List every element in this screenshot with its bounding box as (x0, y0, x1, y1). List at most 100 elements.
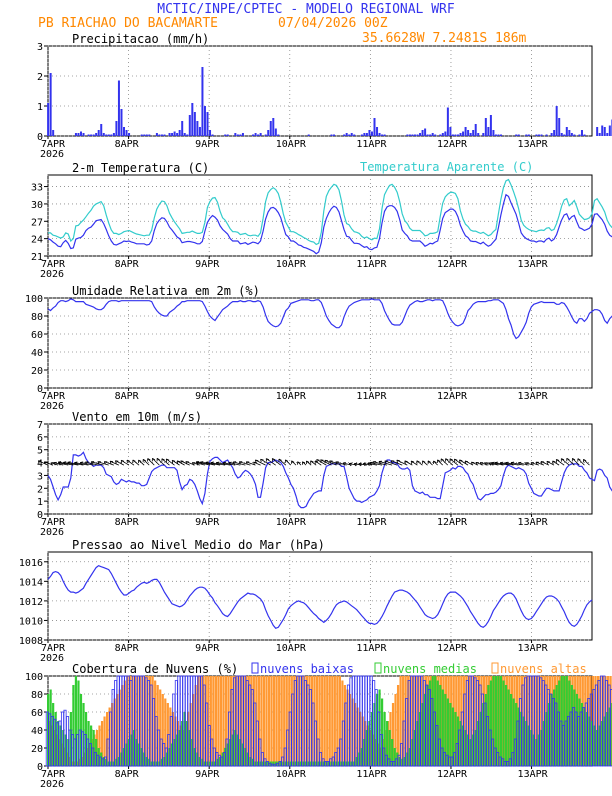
wind-arrow-head (50, 462, 54, 466)
precip-bar (454, 134, 457, 136)
x-tick-label: 10APR (276, 139, 307, 150)
panel-title: Umidade Relativa em 2m (%) (72, 284, 260, 298)
cloud-bar-high (326, 676, 329, 766)
precip-bar (500, 134, 503, 136)
wind-arrow-head (566, 457, 570, 462)
wind-arrow (180, 460, 190, 466)
y-tick-label: 5 (37, 446, 43, 457)
precip-bar (330, 134, 333, 136)
wind-arrow-head (384, 460, 388, 464)
cloud-bar-high (396, 685, 400, 766)
wind-arrow-head (238, 461, 243, 465)
wind-arrow-head (583, 458, 587, 463)
cloud-bar-high (336, 676, 339, 766)
cloud-bar-mid (383, 712, 386, 766)
precip-bar (74, 133, 77, 136)
x-year-label: 2026 (40, 269, 64, 280)
wind-arrow (329, 460, 342, 466)
precip-bar (148, 134, 151, 136)
wind-arrow-head (410, 460, 415, 465)
precip-bar (82, 133, 85, 136)
cloud-bar-mid (441, 689, 444, 766)
panel-3: 0 1 2 34 5 6 7 7APR 8APR 9APR 10APR 11APR 12APR 13APR… (37, 410, 612, 538)
precip-bar (553, 130, 556, 136)
precip-bar (100, 124, 103, 136)
cloud-bar-high (280, 676, 283, 766)
cloud-bar-high (275, 676, 278, 766)
precip-bar (198, 127, 201, 136)
precip-bar (411, 134, 414, 136)
cloud-bar-high (100, 721, 104, 766)
wind-arrow-head (180, 460, 184, 464)
cloud-bar-mid (436, 680, 439, 766)
wind-arrow-head (232, 461, 237, 465)
precip-bar (360, 134, 363, 136)
series-line (47, 298, 612, 340)
wind-arrow-head (362, 462, 367, 467)
wind-arrow-head (577, 458, 581, 462)
x-year-label: 2026 (40, 149, 64, 160)
cloud-bar-high (212, 676, 215, 766)
precip-bar (264, 134, 267, 136)
wind-arrow (53, 462, 64, 466)
precip-bar (77, 133, 80, 136)
x-tick-label: 12APR (437, 643, 468, 654)
precip-bar (183, 133, 186, 136)
cloud-bar-mid (502, 680, 505, 766)
wind-arrow (156, 458, 165, 466)
cloud-bar-high (207, 676, 210, 766)
precip-bar (368, 130, 371, 136)
cloud-bar-high (321, 676, 324, 766)
wind-arrow-head (396, 459, 400, 464)
wind-arrow-head (372, 461, 377, 465)
panel-1: 21 24 27 30 33 7APR 8APR 9APR 10APR 11APR 12APR 13A… (31, 160, 612, 280)
wind-arrow-head (210, 461, 214, 466)
precip-bar (95, 133, 98, 136)
precip-bar (112, 133, 115, 136)
precip-bar (140, 134, 143, 136)
cloud-bar-high (333, 676, 336, 766)
wind-arrow-head (151, 457, 156, 462)
wind-arrow (358, 463, 367, 466)
y-tick-label: 2 (37, 72, 43, 83)
wind-arrow (246, 461, 256, 466)
wind-arrow-head (90, 461, 95, 465)
cloud-bar-high (331, 676, 334, 766)
wind-arrow (255, 459, 266, 466)
precip-bar (143, 134, 146, 136)
y-tick-label: 100 (25, 672, 43, 683)
wind-arrow-head (199, 461, 204, 465)
x-tick-label: 8APR (115, 769, 140, 780)
precip-bar (363, 133, 366, 136)
wind-arrow-head (535, 461, 539, 465)
precip-bar (429, 134, 432, 136)
wind-arrow (556, 459, 565, 466)
wind-arrow-head (342, 462, 347, 466)
cloud-bar-high (209, 676, 212, 766)
precip-bar (383, 134, 386, 136)
cloud-bar-high (323, 676, 326, 766)
precip-bar (596, 127, 599, 136)
precip-bar (168, 133, 171, 136)
wind-arrow-head (369, 461, 373, 466)
x-tick-label: 10APR (276, 769, 307, 780)
wind-arrow-head (192, 462, 196, 466)
x-tick-label: 7APR (41, 259, 66, 270)
wind-arrow-head (320, 459, 324, 463)
precip-bar (462, 131, 465, 136)
precip-bar (563, 134, 566, 136)
x-tick-label: 12APR (437, 517, 468, 528)
wind-arrow (161, 458, 170, 466)
x-tick-label: 13APR (518, 643, 549, 654)
x-tick-label: 9APR (195, 517, 220, 528)
x-tick-label: 11APR (356, 391, 387, 402)
x-year-label: 2026 (40, 527, 64, 538)
x-tick-label: 8APR (115, 259, 140, 270)
panel-title: Pressao ao Nivel Medio do Mar (hPa) (72, 538, 325, 552)
wind-arrow-head (335, 461, 339, 465)
wind-arrow-head (245, 461, 250, 465)
wind-arrow-head (84, 461, 89, 465)
wind-arrow-head (53, 461, 57, 466)
precip-bar (173, 131, 176, 136)
wind-arrow-head (74, 461, 78, 466)
